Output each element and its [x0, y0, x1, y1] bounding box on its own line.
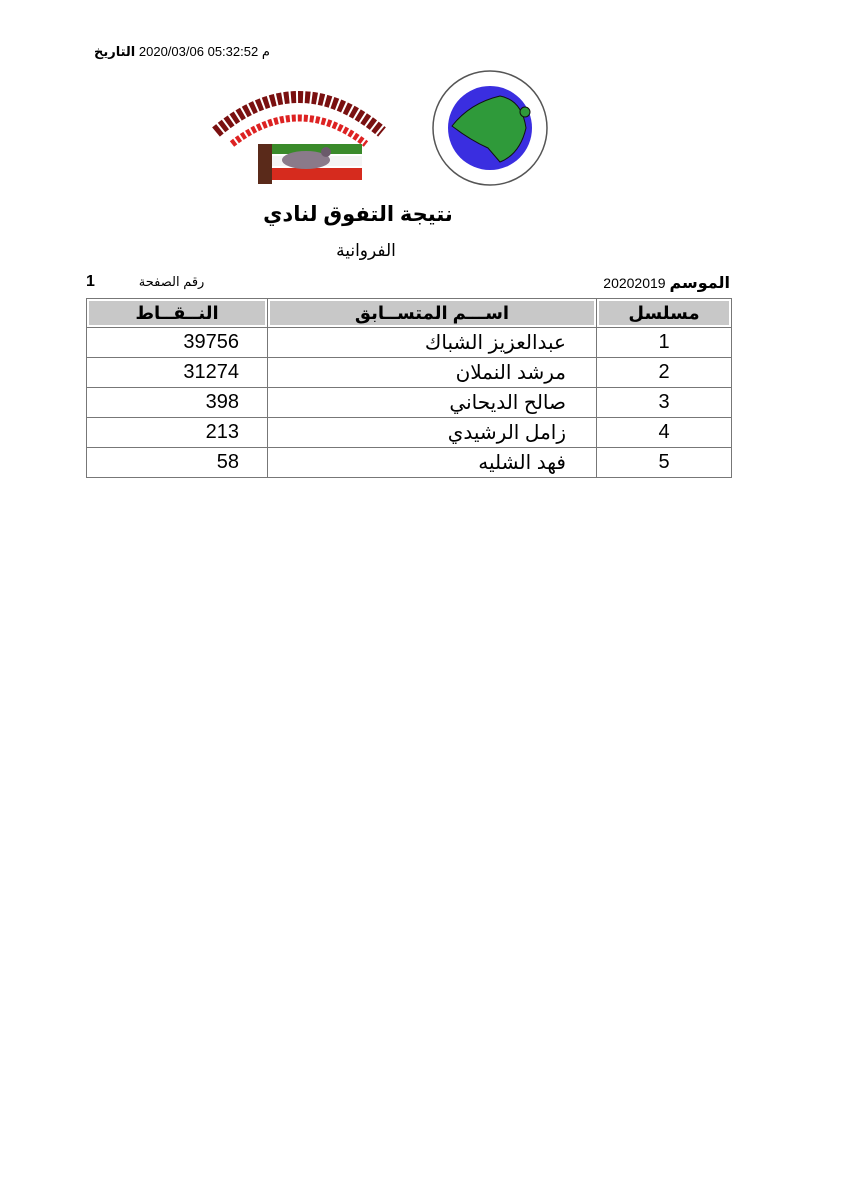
cell-name: فهد الشليه — [267, 447, 597, 478]
cell-name: صالح الديحاني — [267, 387, 597, 418]
table-row: 3 صالح الديحاني 398 — [86, 387, 732, 418]
federation-logo — [432, 70, 548, 186]
table-header-row: مسلسل اســـم المتســابق النــقــاط — [86, 298, 732, 328]
cell-serial: 1 — [596, 327, 732, 358]
club-logo — [212, 91, 386, 184]
season-value: 20202019 — [603, 275, 666, 291]
cell-name: زامل الرشيدي — [267, 417, 597, 448]
season: الموسم 20202019 — [603, 273, 730, 293]
page-number-value: 1 — [86, 273, 95, 290]
cell-serial: 3 — [596, 387, 732, 418]
cell-points: 31274 — [86, 357, 268, 388]
header-points: النــقــاط — [86, 298, 268, 328]
cell-points: 398 — [86, 387, 268, 418]
header-serial: مسلسل — [596, 298, 732, 328]
cell-serial: 5 — [596, 447, 732, 478]
cell-name: مرشد النملان — [267, 357, 597, 388]
print-date: م 05:32:52 2020/03/06 التاريخ — [80, 44, 270, 60]
page-title: نتيجة التفوق لنادي — [263, 203, 453, 226]
table-row: 5 فهد الشليه 58 — [86, 447, 732, 478]
table-row: 4 زامل الرشيدي 213 — [86, 417, 732, 448]
date-value: 05:32:52 2020/03/06 — [138, 44, 259, 59]
season-label: الموسم — [669, 275, 730, 292]
table-row: 2 مرشد النملان 31274 — [86, 357, 732, 388]
date-label: التاريخ — [94, 44, 136, 59]
time-suffix: م — [261, 44, 270, 59]
cell-points: 39756 — [86, 327, 268, 358]
cell-serial: 4 — [596, 417, 732, 448]
club-name: الفروانية — [336, 241, 396, 260]
page-number: 1 رقم الصفحة — [86, 273, 204, 291]
page-number-label: رقم الصفحة — [138, 274, 205, 289]
header-name: اســـم المتســابق — [267, 298, 597, 328]
cell-points: 58 — [86, 447, 268, 478]
cell-points: 213 — [86, 417, 268, 448]
cell-name: عبدالعزيز الشباك — [267, 327, 597, 358]
cell-serial: 2 — [596, 357, 732, 388]
results-table: مسلسل اســـم المتســابق النــقــاط 1 عبدا… — [86, 298, 732, 478]
table-row: 1 عبدالعزيز الشباك 39756 — [86, 327, 732, 358]
